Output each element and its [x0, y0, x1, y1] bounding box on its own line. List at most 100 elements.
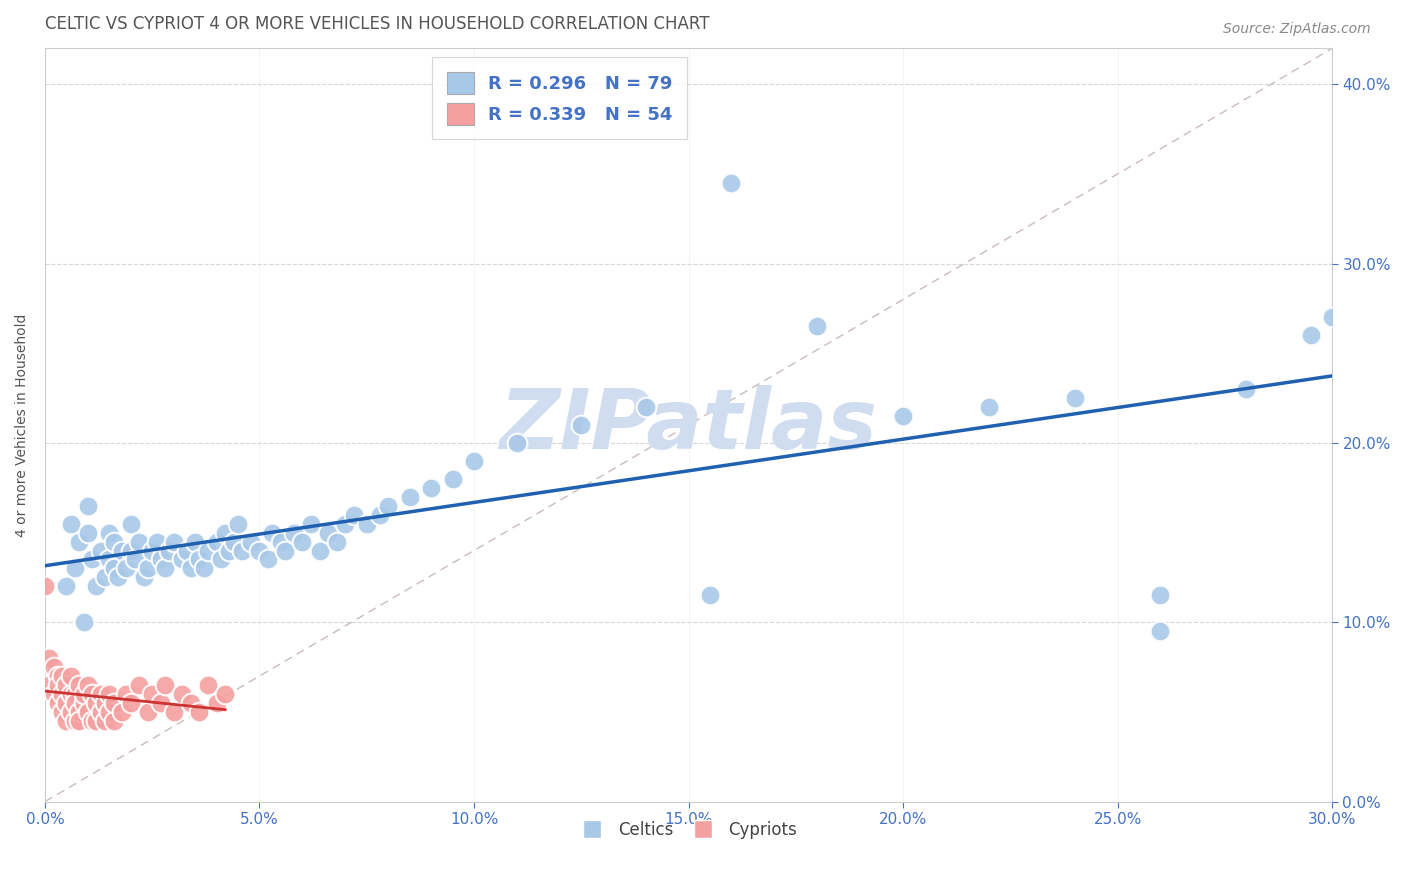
- Point: [145, 534, 167, 549]
- Point: [63, 714, 86, 728]
- Point: [218, 543, 240, 558]
- Point: [38, 678, 60, 692]
- Point: [46, 678, 69, 692]
- Point: [180, 561, 202, 575]
- Point: [103, 561, 125, 575]
- Point: [90, 543, 112, 558]
- Point: [291, 534, 314, 549]
- Point: [977, 400, 1000, 414]
- Point: [634, 400, 657, 414]
- Point: [1299, 328, 1322, 343]
- Point: [157, 543, 180, 558]
- Point: [184, 534, 207, 549]
- Point: [46, 696, 69, 710]
- Point: [67, 705, 90, 719]
- Point: [67, 534, 90, 549]
- Point: [136, 705, 159, 719]
- Y-axis label: 4 or more Vehicles in Household: 4 or more Vehicles in Household: [15, 313, 30, 537]
- Point: [239, 534, 262, 549]
- Point: [77, 499, 100, 513]
- Point: [98, 525, 121, 540]
- Point: [86, 579, 108, 593]
- Point: [299, 516, 322, 531]
- Point: [506, 436, 529, 450]
- Point: [891, 409, 914, 423]
- Point: [67, 714, 90, 728]
- Point: [132, 570, 155, 584]
- Point: [59, 687, 82, 701]
- Point: [77, 678, 100, 692]
- Point: [38, 651, 60, 665]
- Point: [107, 570, 129, 584]
- Point: [98, 687, 121, 701]
- Point: [222, 534, 245, 549]
- Point: [67, 678, 90, 692]
- Point: [103, 714, 125, 728]
- Point: [77, 525, 100, 540]
- Point: [98, 552, 121, 566]
- Point: [699, 588, 721, 602]
- Point: [46, 669, 69, 683]
- Point: [86, 714, 108, 728]
- Point: [55, 696, 77, 710]
- Point: [120, 543, 142, 558]
- Point: [128, 678, 150, 692]
- Point: [205, 534, 228, 549]
- Point: [274, 543, 297, 558]
- Point: [42, 660, 65, 674]
- Point: [153, 678, 176, 692]
- Point: [103, 534, 125, 549]
- Point: [1063, 391, 1085, 405]
- Point: [720, 176, 742, 190]
- Point: [420, 481, 443, 495]
- Point: [59, 516, 82, 531]
- Point: [231, 543, 253, 558]
- Point: [214, 525, 236, 540]
- Point: [94, 696, 117, 710]
- Point: [141, 687, 163, 701]
- Point: [209, 552, 232, 566]
- Point: [141, 543, 163, 558]
- Point: [1149, 624, 1171, 639]
- Point: [59, 669, 82, 683]
- Point: [1149, 588, 1171, 602]
- Text: CELTIC VS CYPRIOT 4 OR MORE VEHICLES IN HOUSEHOLD CORRELATION CHART: CELTIC VS CYPRIOT 4 OR MORE VEHICLES IN …: [45, 15, 710, 33]
- Point: [120, 696, 142, 710]
- Point: [368, 508, 391, 522]
- Point: [98, 705, 121, 719]
- Point: [149, 696, 172, 710]
- Point: [806, 319, 828, 334]
- Point: [94, 714, 117, 728]
- Point: [205, 696, 228, 710]
- Point: [72, 615, 94, 630]
- Point: [51, 687, 73, 701]
- Point: [111, 705, 134, 719]
- Point: [180, 696, 202, 710]
- Point: [72, 687, 94, 701]
- Point: [197, 543, 219, 558]
- Point: [163, 534, 186, 549]
- Point: [356, 516, 378, 531]
- Point: [86, 696, 108, 710]
- Point: [63, 561, 86, 575]
- Point: [197, 678, 219, 692]
- Point: [42, 687, 65, 701]
- Point: [1320, 310, 1343, 325]
- Point: [63, 696, 86, 710]
- Point: [90, 705, 112, 719]
- Text: ZIPatlas: ZIPatlas: [499, 384, 877, 466]
- Point: [111, 543, 134, 558]
- Point: [103, 696, 125, 710]
- Point: [72, 696, 94, 710]
- Point: [124, 552, 146, 566]
- Point: [82, 552, 104, 566]
- Point: [1234, 382, 1257, 396]
- Point: [63, 687, 86, 701]
- Point: [316, 525, 339, 540]
- Point: [55, 579, 77, 593]
- Legend: Celtics, Cypriots: Celtics, Cypriots: [574, 814, 804, 846]
- Point: [59, 705, 82, 719]
- Point: [94, 570, 117, 584]
- Point: [149, 552, 172, 566]
- Point: [343, 508, 366, 522]
